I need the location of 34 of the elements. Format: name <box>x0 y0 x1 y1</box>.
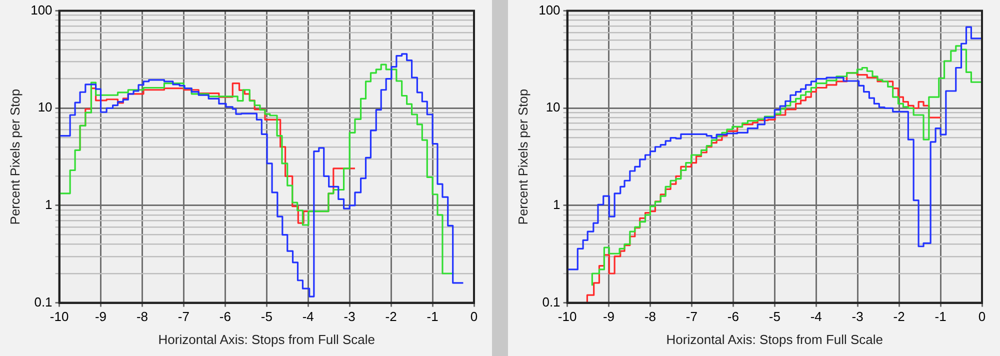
x-tick-label: -8 <box>644 309 656 324</box>
y-tick-label: 1 <box>553 197 560 212</box>
x-tick-label: -1 <box>934 309 946 324</box>
x-tick-label: -5 <box>260 309 272 324</box>
x-tick-label: -5 <box>768 309 780 324</box>
x-tick-label: -2 <box>893 309 905 324</box>
y-tick-label: 10 <box>546 100 560 115</box>
x-tick-label: -9 <box>602 309 615 324</box>
x-tick-label: 0 <box>978 309 986 324</box>
x-axis-title: Horizontal Axis: Stops from Full Scale <box>666 332 884 347</box>
y-tick-label: 0.1 <box>542 294 560 310</box>
x-tick-label: -9 <box>94 309 107 324</box>
x-tick-label: -6 <box>727 309 739 324</box>
x-tick-label: 0 <box>470 309 478 324</box>
y-tick-label: 1 <box>45 197 52 212</box>
x-tick-label: -6 <box>219 309 231 324</box>
x-tick-label: -3 <box>344 309 356 324</box>
x-tick-label: -1 <box>426 309 438 324</box>
y-tick-label: 100 <box>30 2 52 18</box>
y-tick-label: 100 <box>538 2 560 18</box>
x-tick-label: -3 <box>852 309 864 324</box>
x-tick-label: -7 <box>178 309 190 324</box>
y-axis-title: Percent Pixels per Stop <box>7 88 22 225</box>
x-tick-label: -2 <box>385 309 397 324</box>
x-tick-label: -10 <box>558 309 577 324</box>
x-tick-label: -4 <box>810 309 822 324</box>
x-tick-label: -7 <box>686 309 698 324</box>
x-tick-label: -8 <box>136 309 148 324</box>
x-tick-label: -10 <box>50 309 69 324</box>
x-tick-label: -4 <box>302 309 314 324</box>
y-tick-label: 10 <box>38 100 52 115</box>
y-tick-label: 0.1 <box>34 294 52 310</box>
x-axis-title: Horizontal Axis: Stops from Full Scale <box>158 332 376 347</box>
y-axis-title: Percent Pixels per Stop <box>515 88 530 225</box>
